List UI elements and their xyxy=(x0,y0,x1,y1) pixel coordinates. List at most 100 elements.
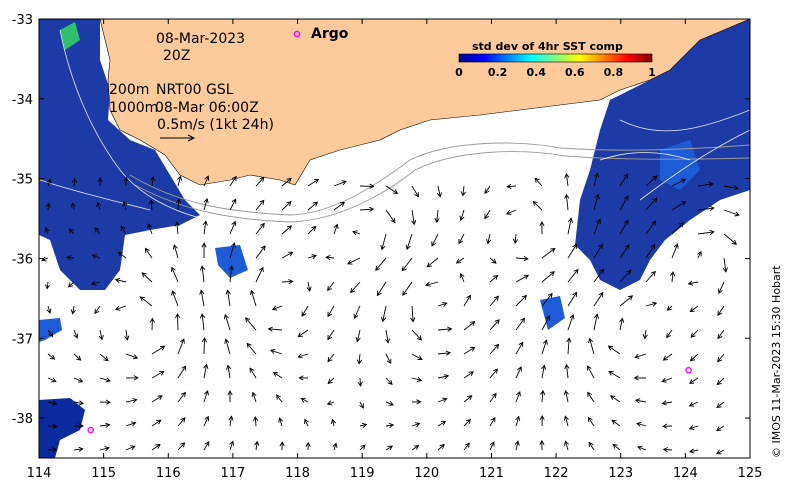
current-arrow-head xyxy=(298,375,304,381)
current-arrow xyxy=(588,442,595,451)
current-arrow-head xyxy=(563,389,569,396)
current-arrow xyxy=(327,401,335,405)
current-arrow xyxy=(333,443,337,451)
current-arrow-head xyxy=(228,415,234,421)
current-arrow-head xyxy=(202,220,208,226)
current-arrow-head xyxy=(355,336,361,343)
current-arrow-head xyxy=(269,349,276,354)
current-arrow-head xyxy=(139,296,146,302)
current-arrow-head xyxy=(445,350,451,356)
current-arrow xyxy=(249,367,257,379)
current-arrow-head xyxy=(549,271,555,277)
current-arrow xyxy=(717,305,725,316)
current-arrow xyxy=(436,209,439,223)
colorbar-tick-label: 0.8 xyxy=(604,66,624,79)
argo-float-marker xyxy=(685,366,692,374)
current-arrow-head xyxy=(332,442,338,448)
current-arrow xyxy=(385,329,389,343)
current-arrow-head xyxy=(327,285,333,292)
current-arrow xyxy=(663,353,673,361)
current-arrow-head xyxy=(157,395,163,401)
current-arrow-head xyxy=(91,254,97,259)
current-arrow xyxy=(515,441,519,451)
current-arrow-head xyxy=(410,317,416,323)
current-arrow xyxy=(252,392,257,403)
current-arrow xyxy=(273,372,283,379)
current-arrow-head xyxy=(276,394,281,400)
current-arrow-head xyxy=(225,289,231,295)
current-arrow-head xyxy=(288,251,294,257)
current-arrow xyxy=(662,377,673,383)
current-arrow xyxy=(120,226,127,235)
current-arrow-head xyxy=(311,254,317,260)
sst-patches-west xyxy=(39,19,565,458)
bathymetry-contours xyxy=(129,142,750,223)
current-arrow-head xyxy=(330,418,336,425)
current-arrow xyxy=(645,197,658,211)
x-tick-label: 118 xyxy=(285,466,310,481)
current-arrow-head xyxy=(547,292,553,299)
current-arrow-head xyxy=(642,334,648,340)
current-arrow xyxy=(593,268,605,283)
sst-patches-east xyxy=(575,19,750,290)
current-arrow xyxy=(255,441,258,451)
current-arrow-head xyxy=(650,243,656,250)
current-arrow-head xyxy=(733,185,740,191)
current-arrow xyxy=(411,185,419,197)
current-arrow-head xyxy=(436,192,442,198)
current-arrow xyxy=(506,209,517,215)
current-arrow-head xyxy=(45,202,51,208)
current-arrow-head xyxy=(159,370,165,376)
current-arrow xyxy=(151,419,162,427)
current-arrow xyxy=(667,305,673,311)
current-arrow xyxy=(171,290,179,307)
white-track-lines xyxy=(39,29,750,219)
current-arrow xyxy=(176,222,179,235)
current-arrow xyxy=(73,353,81,361)
current-arrow xyxy=(177,392,186,403)
current-arrow-head xyxy=(539,221,545,227)
current-arrow-head xyxy=(465,418,472,425)
current-arrow-head xyxy=(181,365,187,371)
current-arrow xyxy=(177,442,185,451)
current-arrow-head xyxy=(286,201,292,207)
current-arrow xyxy=(99,353,109,362)
scale-arrow xyxy=(160,134,196,142)
current-arrow-head xyxy=(540,389,546,396)
current-arrow xyxy=(203,337,205,355)
current-arrow xyxy=(255,200,265,211)
current-arrow xyxy=(203,198,208,211)
current-arrow xyxy=(636,422,647,427)
current-arrow xyxy=(385,209,396,223)
current-arrow xyxy=(47,401,57,405)
current-arrow xyxy=(717,353,725,362)
current-arrow xyxy=(567,218,572,235)
current-arrow-head xyxy=(175,313,181,319)
current-arrow-head xyxy=(97,177,103,183)
current-arrow-head xyxy=(490,417,496,423)
current-arrow-head xyxy=(459,272,465,279)
current-arrow xyxy=(567,314,574,331)
current-arrow xyxy=(68,281,75,288)
current-arrow-head xyxy=(251,391,257,398)
current-arrow xyxy=(125,422,136,427)
current-arrow xyxy=(402,281,413,296)
current-arrow xyxy=(489,393,497,403)
current-arrow-head xyxy=(587,416,593,423)
current-arrow xyxy=(697,183,713,187)
current-arrow-head xyxy=(357,381,363,387)
current-arrow xyxy=(47,425,57,428)
current-arrow xyxy=(716,377,725,385)
y-tick-label: -34 xyxy=(12,93,33,108)
current-arrow-head xyxy=(94,227,100,233)
current-arrow-head xyxy=(105,399,111,405)
current-arrow xyxy=(385,353,392,364)
current-arrow-head xyxy=(49,354,56,360)
current-arrow xyxy=(541,248,556,259)
current-arrow-head xyxy=(651,220,657,226)
current-arrow-head xyxy=(426,262,432,268)
current-arrow xyxy=(73,329,78,339)
current-arrow xyxy=(301,397,309,403)
current-arrow-head xyxy=(131,421,137,427)
y-axis: -33 -34 -35 -36 -37 -38 xyxy=(12,13,750,427)
